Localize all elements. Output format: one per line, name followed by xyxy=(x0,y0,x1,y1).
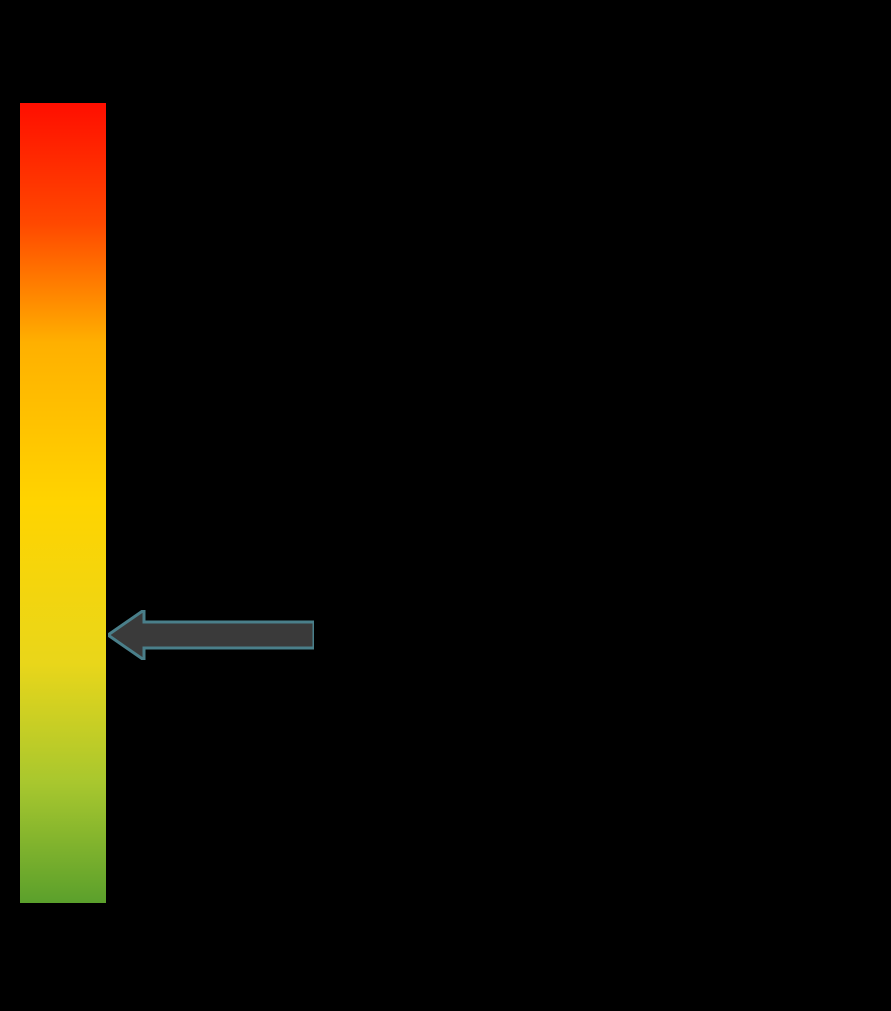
indicator-arrow xyxy=(108,610,314,665)
gradient-gauge-bar xyxy=(20,103,106,903)
